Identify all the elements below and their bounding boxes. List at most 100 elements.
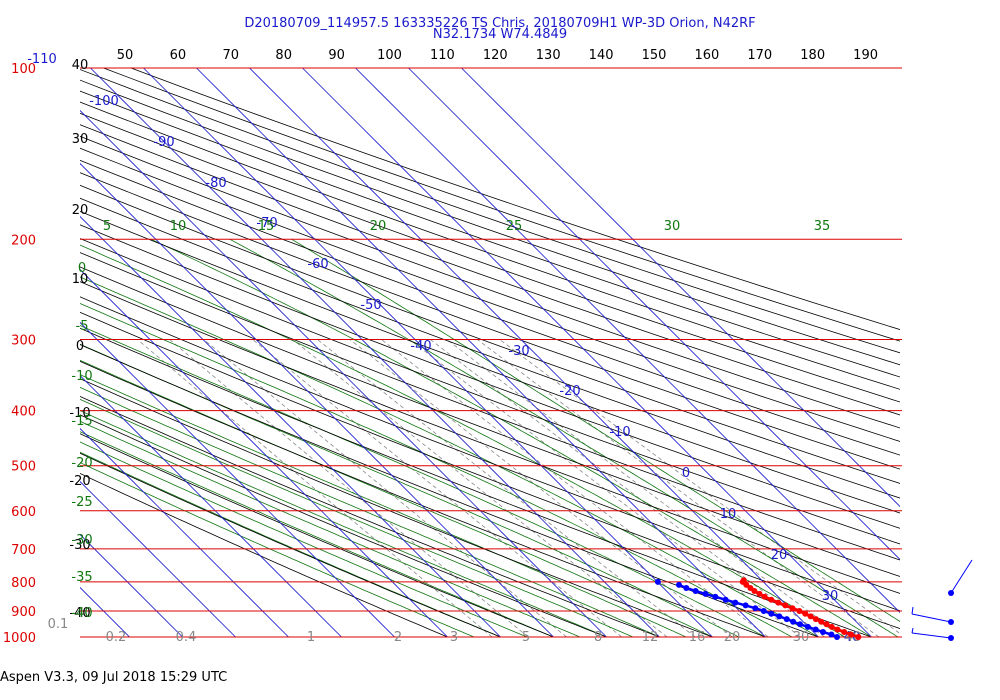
dry-adiabat-line <box>80 378 713 637</box>
mixing-ratio-label: 16 <box>689 630 706 645</box>
mixing-ratio-label: 2 <box>394 630 402 645</box>
mixing-ratio-line <box>252 339 622 637</box>
dry-adiabat-left-label: 40 <box>72 58 89 73</box>
isobar-lines <box>80 67 902 638</box>
mixing-ratio-line <box>317 339 696 637</box>
isotherm-label: 10 <box>720 507 737 522</box>
dry-adiabat-line <box>102 68 900 342</box>
wind-barb-tick <box>911 627 914 634</box>
dry-adiabat-line <box>80 79 900 366</box>
mixing-ratio-label: 1 <box>307 630 315 645</box>
dry-adiabat-line <box>80 184 900 484</box>
pressure-tick-label: 900 <box>11 605 36 620</box>
isotherm-line <box>80 533 184 637</box>
isotherm-label: -60 <box>307 257 328 272</box>
dry-adiabat-left-label: -20 <box>69 474 90 489</box>
moist-adiabat-line <box>80 325 766 637</box>
dry-adiabat-left-label: -30 <box>69 538 90 553</box>
isotherm-label: -50 <box>360 298 381 313</box>
isotherm-line <box>80 321 396 637</box>
moist-adiabat-left-label: -20 <box>71 456 92 471</box>
moist-adiabat-left-label: -30 <box>71 533 92 548</box>
mixing-ratio-label: 3 <box>450 630 458 645</box>
isotherm-line <box>407 68 900 561</box>
dry-adiabat-top-label: 50 <box>117 48 134 63</box>
isotherm-line <box>80 215 502 637</box>
isotherm-label: -80 <box>205 176 226 191</box>
dry-adiabat-line <box>80 197 900 499</box>
dry-adiabat-top-label: 70 <box>223 48 240 63</box>
dry-adiabat-line <box>80 360 766 637</box>
dry-adiabat-line <box>80 238 900 545</box>
dry-adiabat-line <box>80 210 900 514</box>
dewpoint-point <box>654 578 661 585</box>
isotherm-label: 0 <box>682 466 690 481</box>
dry-adiabat-line <box>80 266 900 577</box>
mixing-ratio-label: 0.1 <box>48 617 69 632</box>
wind-barb-shaft <box>950 559 973 594</box>
dry-adiabat-left-label: 30 <box>72 132 89 147</box>
dry-adiabat-top-label: 110 <box>430 48 455 63</box>
moist-adiabat-left-label: -40 <box>71 606 92 621</box>
pressure-tick-label: 100 <box>11 62 36 77</box>
pressure-tick-label: 700 <box>11 543 36 558</box>
mixing-ratio-label: 0.4 <box>176 630 197 645</box>
dry-adiabat-top-label: 120 <box>483 48 508 63</box>
dry-adiabat-left-label: -40 <box>69 606 90 621</box>
isotherm-label: 30 <box>822 589 839 604</box>
dry-adiabat-line <box>80 90 900 378</box>
isotherm-line <box>301 68 873 637</box>
dry-adiabat-line <box>80 159 900 456</box>
isotherm-line <box>80 109 608 637</box>
mixing-ratio-line <box>381 339 769 637</box>
isotherm-line <box>195 68 767 637</box>
wind-barb-point <box>948 619 954 625</box>
temperature-trace-line <box>740 579 859 639</box>
isotherm-line <box>80 480 237 637</box>
wind-barb-shaft <box>911 632 952 639</box>
moist-adiabat-line <box>80 386 660 637</box>
mixing-ratio-line <box>169 339 529 637</box>
mixing-ratio-lines <box>137 339 900 637</box>
mixing-ratio-line <box>292 339 668 637</box>
moist-adiabat-left-label: -35 <box>71 570 92 585</box>
isotherm-label: -20 <box>559 384 580 399</box>
mixing-ratio-line <box>446 339 844 637</box>
isotherm-line <box>142 68 714 637</box>
dry-adiabat-line <box>80 296 900 612</box>
dry-adiabat-line <box>80 124 900 416</box>
wind-barb-shaft <box>911 613 952 623</box>
dry-adiabat-top-label: 130 <box>536 48 561 63</box>
mixing-ratio-label: 30 <box>793 630 810 645</box>
mixing-ratio-line <box>499 339 900 635</box>
dry-adiabat-line <box>80 327 872 637</box>
dry-adiabat-top-label: 140 <box>589 48 614 63</box>
dry-adiabat-line <box>80 112 900 403</box>
isotherm-lines <box>80 68 900 637</box>
dry-adiabat-line <box>80 172 900 470</box>
pressure-tick-label: 800 <box>11 576 36 591</box>
dry-adiabat-line <box>80 135 900 429</box>
wind-barb-point <box>948 590 954 596</box>
chart-subtitle-location: N32.1734 W74.4849 <box>432 27 568 42</box>
dry-adiabat-top-label: 170 <box>747 48 772 63</box>
isotherm-label: -90 <box>153 135 174 150</box>
isotherm-label: -100 <box>89 94 119 109</box>
isotherm-line <box>248 68 820 637</box>
isotherm-label: 20 <box>771 548 788 563</box>
dry-adiabat-line <box>129 68 900 331</box>
mixing-ratio-line <box>137 339 493 637</box>
wind-barb-tick <box>911 606 914 615</box>
isotherm-label: -30 <box>508 344 529 359</box>
dry-adiabat-top-label: 60 <box>170 48 187 63</box>
dry-adiabat-top-label: 100 <box>377 48 402 63</box>
dry-adiabat-line <box>80 281 900 594</box>
dry-adiabat-top-label: 180 <box>800 48 825 63</box>
dry-adiabat-left-label: 20 <box>72 203 89 218</box>
moist-adiabat-line <box>291 238 900 622</box>
dry-adiabat-left-label: 0 <box>76 339 84 354</box>
dry-adiabat-line <box>80 147 900 442</box>
dry-adiabat-top-label: 160 <box>694 48 719 63</box>
dry-adiabat-top-label: 190 <box>853 48 878 63</box>
isotherm-line <box>89 68 661 637</box>
